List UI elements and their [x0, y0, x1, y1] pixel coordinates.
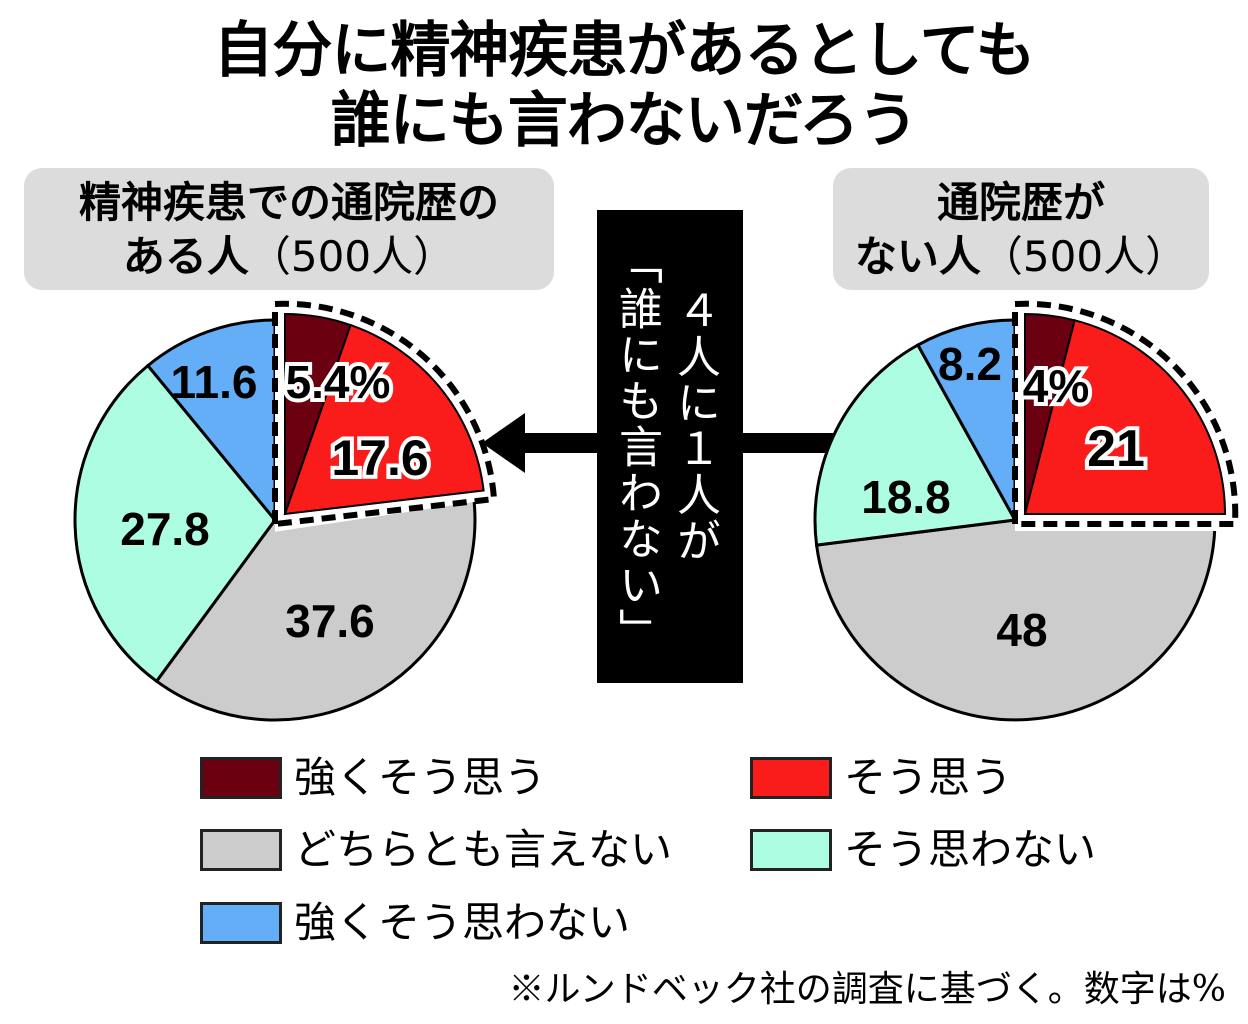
pie-left-slice-strongly-disagree [145, 318, 277, 525]
pie-left-label-disagree: 27.8 [120, 503, 210, 555]
legend-swatch-agree [750, 757, 832, 799]
chart-title-line1: 自分に精神疾患があるとしても [213, 16, 1035, 86]
pie-left-slice-neutral [154, 494, 477, 722]
legend-label: そう思わない [844, 825, 1097, 874]
source-footnote: ※ルンドベック社の調査に基づく。数字は% [508, 969, 1227, 1010]
callout-tell-no-one: 「誰にも言わない」 [611, 240, 662, 654]
pie-left-label-strongly-agree: 5.4% [286, 356, 391, 408]
legend-label: 強くそう思わない [294, 898, 631, 947]
pie-left-slice-agree [283, 323, 485, 516]
pie-right-slice-disagree [813, 342, 1018, 547]
pie-left-slice-disagree [73, 363, 277, 684]
pie-right-label-neutral: 48 [996, 604, 1047, 656]
legend-swatch-disagree [750, 829, 832, 871]
pie-right-label-disagree: 18.8 [861, 471, 951, 523]
callout-banner: ４人に１人が 「誰にも言わない」 [597, 210, 743, 683]
legend-item-neutral: どちらとも言えない [200, 827, 672, 873]
pie-left-label-agree: 17.6 [331, 430, 428, 486]
legend-item-disagree: そう思わない [750, 827, 1096, 873]
legend-label: 強くそう思う [294, 753, 547, 802]
left-group-label: 精神疾患での通院歴の ある人（500人） [24, 168, 554, 290]
right-group-line2-bold: ない人 [854, 232, 981, 281]
right-group-count: （500人） [980, 232, 1188, 281]
pie-right-slice-agree [1023, 319, 1227, 515]
pie-right-slice-neutral [814, 518, 1217, 722]
legend-item-agree: そう思う [750, 755, 1012, 801]
pie-right [813, 300, 1240, 722]
pie-left-label-neutral: 37.6 [285, 595, 375, 647]
left-group-line1: 精神疾患での通院歴の [78, 178, 499, 227]
legend-swatch-neutral [200, 829, 282, 871]
legend-swatch-strongly-agree [200, 757, 282, 799]
legend-item-strongly-disagree: 強くそう思わない [200, 900, 630, 946]
left-group-count: （500人） [248, 232, 456, 281]
chart-title-line2: 誰にも言わないだろう [330, 86, 918, 156]
legend-item-strongly-agree: 強くそう思う [200, 755, 546, 801]
legend-swatch-strongly-disagree [200, 902, 282, 944]
pie-right-label-strongly-agree: 4% [1023, 360, 1089, 412]
pie-right-label-strongly-disagree: 8.2 [938, 338, 1002, 390]
left-group-line2-bold: ある人 [122, 232, 249, 281]
pie-left [73, 300, 500, 722]
right-group-label: 通院歴が ない人（500人） [833, 168, 1209, 290]
right-group-line1: 通院歴が [936, 178, 1105, 227]
pie-left-label-strongly-disagree: 11.6 [171, 356, 258, 408]
pie-right-label-agree: 21 [1087, 420, 1145, 478]
legend-label: そう思う [844, 753, 1013, 802]
callout-one-in-four: ４人に１人が [669, 288, 720, 564]
pie-left-highlight-dashed-outline [272, 300, 498, 528]
legend-label: どちらとも言えない [294, 825, 673, 874]
